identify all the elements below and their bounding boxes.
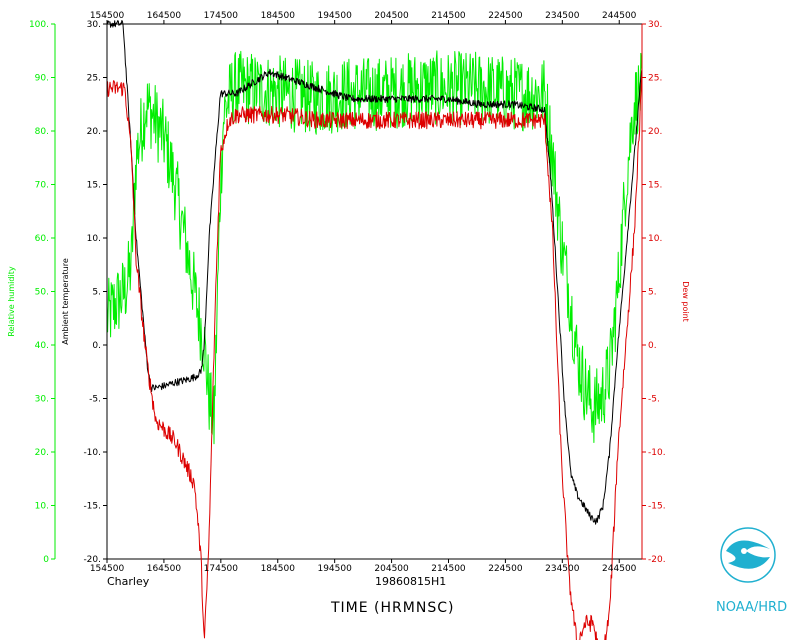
- dew-axis-title: Dew point: [681, 281, 690, 322]
- temp-tick-label: 0.: [92, 341, 101, 351]
- dew-tick-label: 0.: [648, 341, 657, 351]
- temp-tick-label: 30.: [87, 20, 101, 30]
- rh-tick-label: 0: [43, 555, 49, 565]
- series-line-relative-humidity: [106, 50, 643, 445]
- dew-tick-label: 25.: [648, 74, 662, 84]
- rh-tick-label: 20.: [35, 448, 49, 458]
- dew-tick-label: -5.: [648, 395, 660, 405]
- temp-tick-label: -15.: [83, 502, 101, 512]
- dew-tick-label: -10.: [648, 448, 666, 458]
- temp-axis-title: Ambient temperature: [61, 258, 70, 345]
- series-line-dew-point: [106, 69, 643, 640]
- series-group: [106, 20, 643, 640]
- x-tick-label-top: 184500: [261, 11, 296, 21]
- dew-tick-label: 15.: [648, 181, 662, 191]
- x-tick-label: 154500: [90, 564, 125, 574]
- x-tick-label-top: 154500: [90, 11, 125, 21]
- flight-id-label: 19860815H1: [375, 575, 446, 588]
- x-tick-label-top: 234500: [545, 11, 580, 21]
- dew-tick-label: 5.: [648, 288, 657, 298]
- rh-tick-label: 10.: [35, 502, 49, 512]
- x-tick-label: 194500: [317, 564, 352, 574]
- rh-tick-label: 30.: [35, 395, 49, 405]
- rh-axis-title: Relative humidity: [7, 266, 16, 336]
- dew-tick-label: -20.: [648, 555, 666, 565]
- dew-tick-label: 20.: [648, 127, 662, 137]
- x-tick-label-top: 204500: [374, 11, 409, 21]
- temp-tick-label: 20.: [87, 127, 101, 137]
- temp-tick-label: -10.: [83, 448, 101, 458]
- x-tick-label: 234500: [545, 564, 580, 574]
- dew-tick-label: -15.: [648, 502, 666, 512]
- x-axis-title: TIME (HRMNSC): [330, 600, 454, 616]
- x-tick-label-top: 224500: [488, 11, 523, 21]
- x-tick-label: 174500: [204, 564, 239, 574]
- x-tick-label-top: 244500: [602, 11, 637, 21]
- rh-tick-label: 80.: [35, 127, 49, 137]
- storm-name-label: Charley: [107, 575, 150, 588]
- noaa-logo: NOAA/HRD: [716, 527, 787, 615]
- temp-tick-label: -20.: [83, 555, 101, 565]
- rh-tick-label: 50.: [35, 288, 49, 298]
- noaa-hrd-label: NOAA/HRD: [716, 600, 787, 615]
- x-tick-label-top: 174500: [204, 11, 239, 21]
- dew-tick-label: 30.: [648, 20, 662, 30]
- x-tick-label-top: 164500: [147, 11, 182, 21]
- rh-tick-label: 70.: [35, 181, 49, 191]
- rh-tick-label: 90.: [35, 74, 49, 84]
- series-line-ambient-temperature: [106, 20, 643, 525]
- rh-tick-label: 60.: [35, 234, 49, 244]
- dew-tick-label: 10.: [648, 234, 662, 244]
- x-tick-label: 184500: [261, 564, 296, 574]
- x-tick-label: 164500: [147, 564, 182, 574]
- temp-tick-label: 10.: [87, 234, 101, 244]
- x-tick-label: 224500: [488, 564, 523, 574]
- temp-tick-label: 25.: [87, 74, 101, 84]
- x-tick-label: 204500: [374, 564, 409, 574]
- axes-group: 154500 154500 164500 164500 174500 174500 1845…: [7, 11, 690, 574]
- rh-tick-label: 100.: [29, 20, 49, 30]
- noaa-emblem-icon: [720, 527, 776, 583]
- temp-tick-label: 5.: [92, 288, 101, 298]
- x-tick-label-top: 194500: [317, 11, 352, 21]
- temp-tick-label: 15.: [87, 181, 101, 191]
- x-tick-label: 244500: [602, 564, 637, 574]
- x-tick-label: 214500: [431, 564, 466, 574]
- temp-tick-label: -5.: [89, 395, 101, 405]
- x-tick-label-top: 214500: [431, 11, 466, 21]
- rh-tick-label: 40.: [35, 341, 49, 351]
